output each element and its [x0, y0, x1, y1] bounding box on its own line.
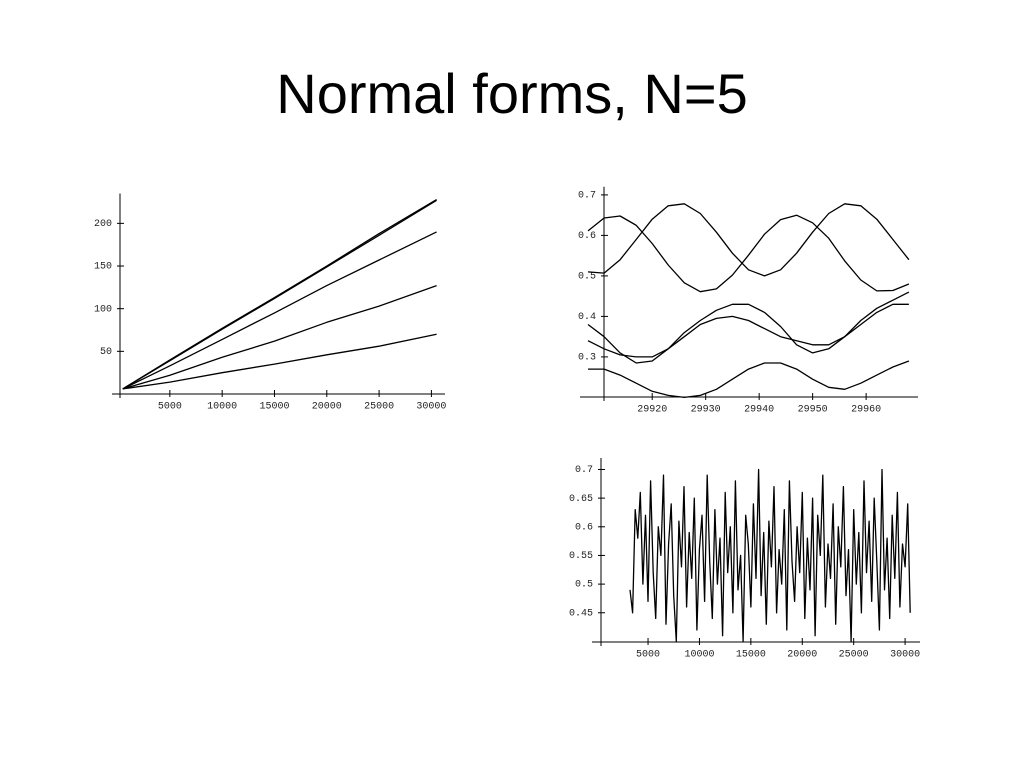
x-tick-label: 29930 [691, 405, 721, 416]
data-line [122, 198, 437, 390]
x-tick-label: 29950 [798, 405, 828, 416]
data-line [122, 231, 437, 390]
y-tick-label: 0.6 [575, 522, 593, 533]
data-line [629, 468, 911, 643]
x-tick-label: 29920 [637, 405, 667, 416]
y-tick-label: 0.7 [575, 465, 593, 476]
data-line [587, 291, 910, 364]
x-tick-label: 29940 [744, 405, 774, 416]
data-line [588, 360, 910, 399]
data-line [587, 303, 909, 358]
x-tick-label: 30000 [890, 650, 920, 661]
x-tick-label: 25000 [839, 650, 869, 661]
x-tick-label: 10000 [684, 650, 714, 661]
x-tick-label: 15000 [259, 402, 289, 413]
y-tick-label: 0.65 [569, 494, 593, 505]
y-tick-label: 0.45 [569, 608, 593, 619]
data-line [587, 203, 910, 277]
data-line [122, 333, 437, 390]
data-line [122, 284, 437, 390]
x-tick-label: 10000 [207, 402, 237, 413]
data-line [587, 214, 910, 293]
x-tick-label: 20000 [787, 650, 817, 661]
x-tick-label: 20000 [312, 402, 342, 413]
x-tick-label: 15000 [736, 650, 766, 661]
data-line [122, 199, 437, 390]
x-tick-label: 25000 [364, 402, 394, 413]
y-tick-label: 200 [94, 219, 112, 230]
y-tick-label: 0.55 [569, 551, 593, 562]
y-tick-label: 100 [94, 304, 112, 315]
y-tick-label: 50 [100, 347, 112, 358]
x-tick-label: 5000 [158, 402, 182, 413]
y-tick-label: 0.4 [578, 312, 596, 323]
x-tick-label: 29960 [851, 405, 881, 416]
y-tick-label: 0.5 [578, 272, 596, 283]
x-tick-label: 5000 [636, 650, 660, 661]
y-tick-label: 0.7 [578, 191, 596, 202]
x-tick-label: 30000 [416, 402, 446, 413]
y-tick-label: 150 [94, 262, 112, 273]
y-tick-label: 0.5 [575, 580, 593, 591]
y-tick-label: 0.6 [578, 231, 596, 242]
y-tick-label: 0.3 [578, 353, 596, 364]
slide-title: Normal forms, N=5 [276, 62, 747, 125]
